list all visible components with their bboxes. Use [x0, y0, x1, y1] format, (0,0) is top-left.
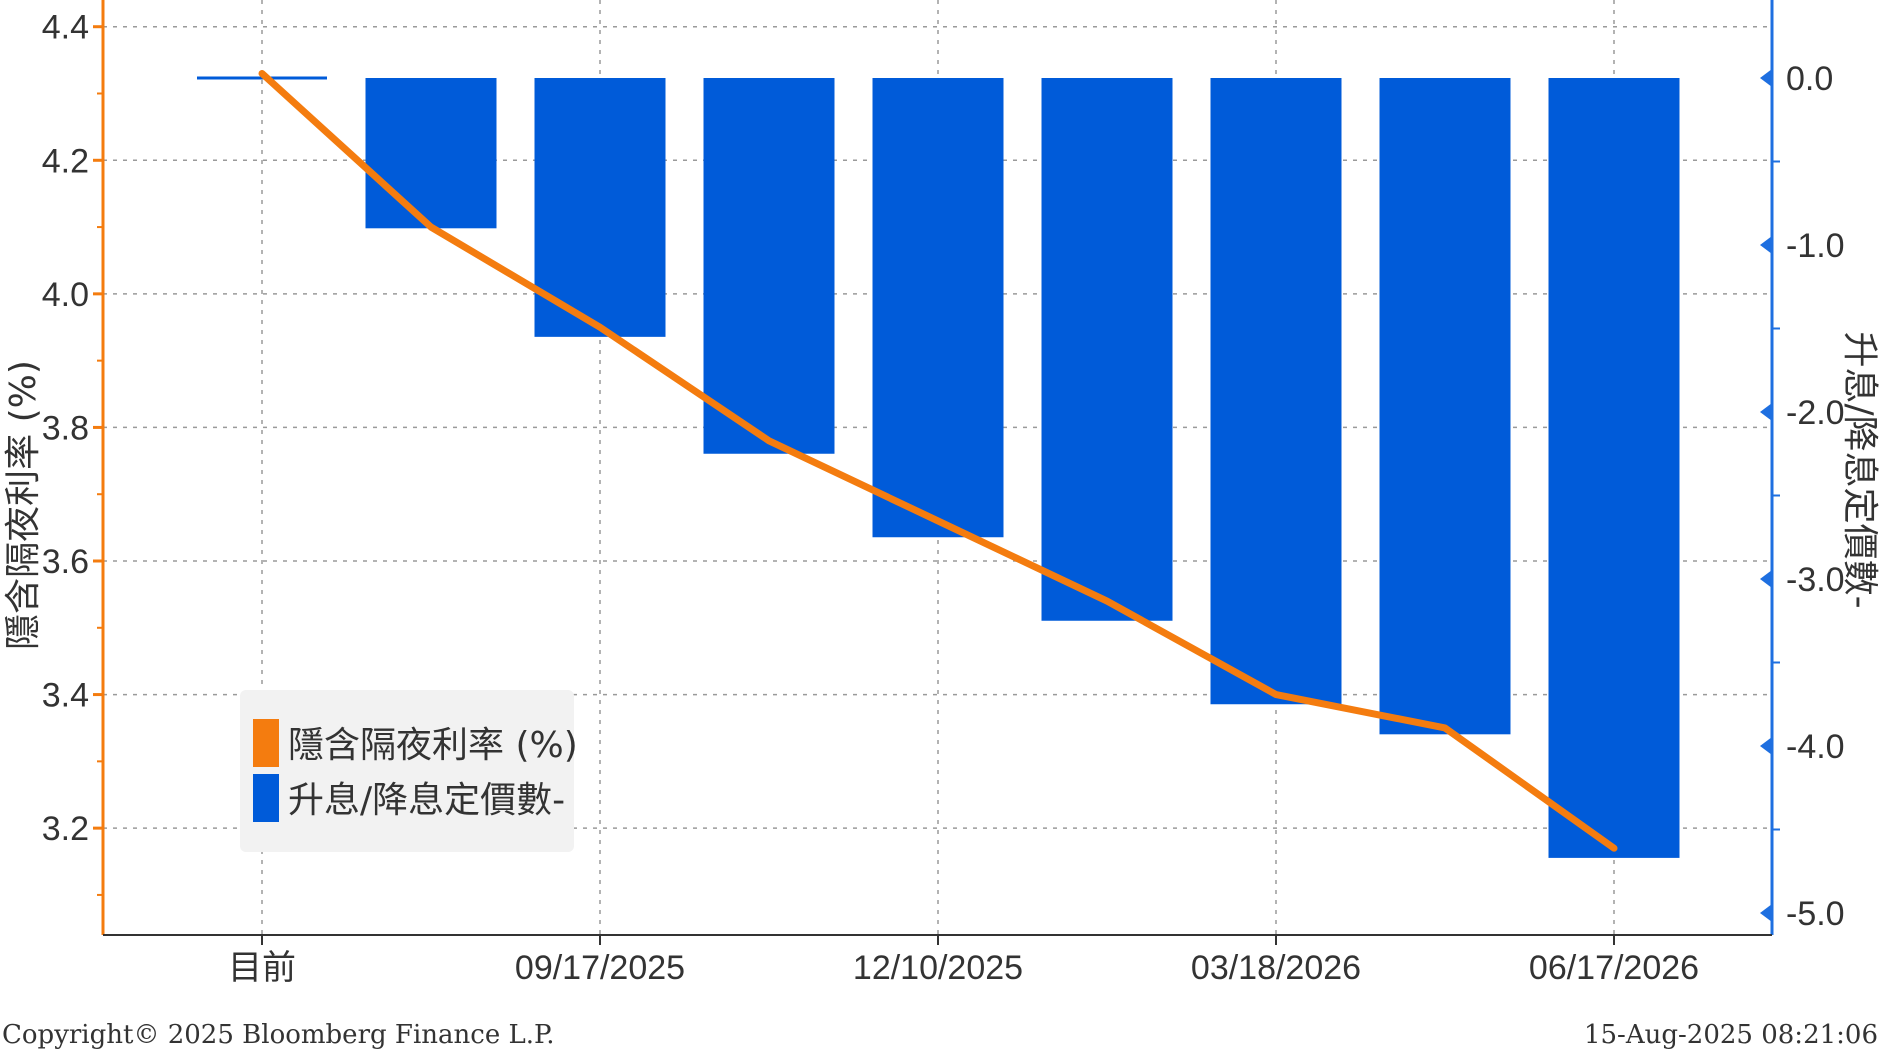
bars [197, 76, 1680, 858]
right-tick-label: -4.0 [1786, 728, 1845, 766]
left-tick-label: 3.4 [42, 677, 89, 715]
bar [534, 78, 666, 337]
left-tick-label: 4.4 [42, 9, 89, 47]
left-axis-title: 隱含隔夜利率 (%) [3, 360, 44, 650]
right-tick [1760, 236, 1772, 254]
left-tick-label: 3.6 [42, 543, 89, 581]
left-tick-label: 3.2 [42, 810, 89, 848]
right-tick [1760, 69, 1772, 87]
right-tick [1760, 904, 1772, 922]
copyright-text: Copyright© 2025 Bloomberg Finance L.P. [2, 1020, 555, 1050]
left-tick-label: 4.0 [42, 276, 89, 314]
legend: 隱含隔夜利率 (%) 升息/降息定價數- [240, 690, 578, 852]
right-tick-label: 0.0 [1786, 60, 1833, 98]
left-tick-label: 3.8 [42, 409, 89, 447]
line-layer [258, 69, 1618, 852]
left-tick-label: 4.2 [42, 142, 89, 180]
legend-background [240, 690, 574, 852]
ticks: 4.4 4.2 4.0 3.8 3.6 3.4 3.2 0.0 -1.0 -2.0 -3.0 -4.0… [42, 9, 1845, 987]
right-tick [1760, 403, 1772, 421]
bar [872, 78, 1004, 538]
right-tick [1760, 570, 1772, 588]
bar [1210, 78, 1342, 705]
right-tick-label: -2.0 [1786, 394, 1845, 432]
right-tick [1760, 737, 1772, 755]
bar [1548, 78, 1680, 858]
right-tick-label: -1.0 [1786, 227, 1845, 265]
legend-label-line: 隱含隔夜利率 (%) [288, 725, 578, 766]
bar [1379, 78, 1511, 735]
legend-swatch-line [253, 719, 279, 767]
timestamp-text: 15-Aug-2025 08:21:06 [1584, 1020, 1878, 1050]
right-tick-label: -3.0 [1786, 561, 1845, 599]
bar [1041, 78, 1173, 621]
bar [365, 78, 497, 229]
right-axis-title: 升息/降息定價數- [1839, 331, 1880, 608]
right-tick-label: -5.0 [1786, 895, 1845, 933]
x-tick-label: 12/10/2025 [853, 949, 1023, 987]
legend-label-bars: 升息/降息定價數- [288, 780, 565, 821]
x-tick-label: 03/18/2026 [1191, 949, 1361, 987]
x-tick-label: 目前 [228, 949, 296, 987]
line-series [258, 69, 1618, 852]
legend-swatch-bars [253, 774, 279, 822]
bar [703, 78, 835, 454]
x-tick-label: 06/17/2026 [1529, 949, 1699, 987]
x-tick-label: 09/17/2025 [515, 949, 685, 987]
